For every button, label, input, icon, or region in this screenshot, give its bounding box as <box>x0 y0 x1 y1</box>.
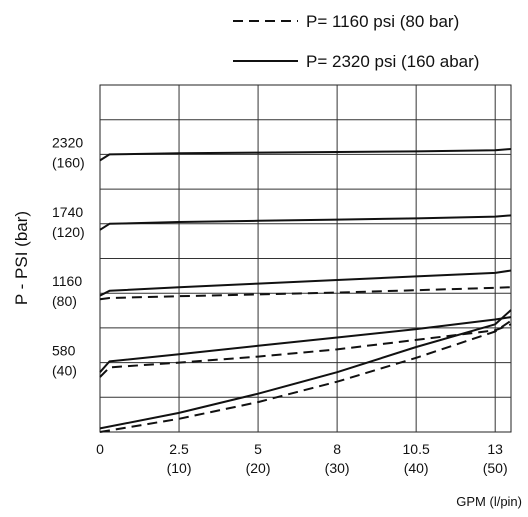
x-axis-title: GPM (l/pin) <box>456 494 522 509</box>
y-tick-labels: 580 (40) 1160 (80) 1740 (120) 2320 (160) <box>52 134 85 378</box>
series-line-5 <box>99 269 512 297</box>
y-axis-title: P - PSI (bar) <box>12 211 31 305</box>
legend-label-solid: P= 2320 psi (160 abar) <box>306 52 479 71</box>
x-tick-label-3: 8 <box>333 441 341 457</box>
y-tick-label-0: 580 <box>52 343 76 359</box>
x-tick-sublabel-5: (50) <box>483 460 508 476</box>
series-line-1 <box>99 323 512 378</box>
legend: P= 1160 psi (80 bar) P= 2320 psi (160 ab… <box>233 12 479 71</box>
series-line-7 <box>99 148 512 162</box>
x-tick-labels: 0 2.5 (10) 5 (20) 8 (30) 10.5 (40) 13 (50) <box>96 441 508 476</box>
series-layer <box>99 148 512 433</box>
series-line-4 <box>99 316 512 373</box>
x-tick-label-4: 10.5 <box>403 441 430 457</box>
x-tick-label-0: 0 <box>96 441 104 457</box>
y-tick-label-3: 2320 <box>52 134 83 150</box>
series-line-6 <box>99 214 512 231</box>
series-line-3 <box>99 309 512 430</box>
x-tick-sublabel-2: (20) <box>246 460 271 476</box>
x-tick-sublabel-4: (40) <box>404 460 429 476</box>
x-tick-label-2: 5 <box>254 441 262 457</box>
y-tick-sublabel-0: (40) <box>52 363 77 379</box>
y-tick-sublabel-3: (160) <box>52 154 85 170</box>
y-tick-sublabel-2: (120) <box>52 224 85 240</box>
x-tick-label-5: 13 <box>487 441 503 457</box>
x-tick-sublabel-1: (10) <box>167 460 192 476</box>
series-line-2 <box>99 286 512 301</box>
x-tick-label-1: 2.5 <box>169 441 189 457</box>
legend-label-dashed: P= 1160 psi (80 bar) <box>306 12 459 31</box>
series-line-0 <box>99 319 512 433</box>
x-tick-sublabel-3: (30) <box>325 460 350 476</box>
y-tick-sublabel-1: (80) <box>52 293 77 309</box>
y-tick-label-2: 1740 <box>52 204 83 220</box>
y-tick-label-1: 1160 <box>52 273 82 289</box>
grid <box>100 85 511 432</box>
